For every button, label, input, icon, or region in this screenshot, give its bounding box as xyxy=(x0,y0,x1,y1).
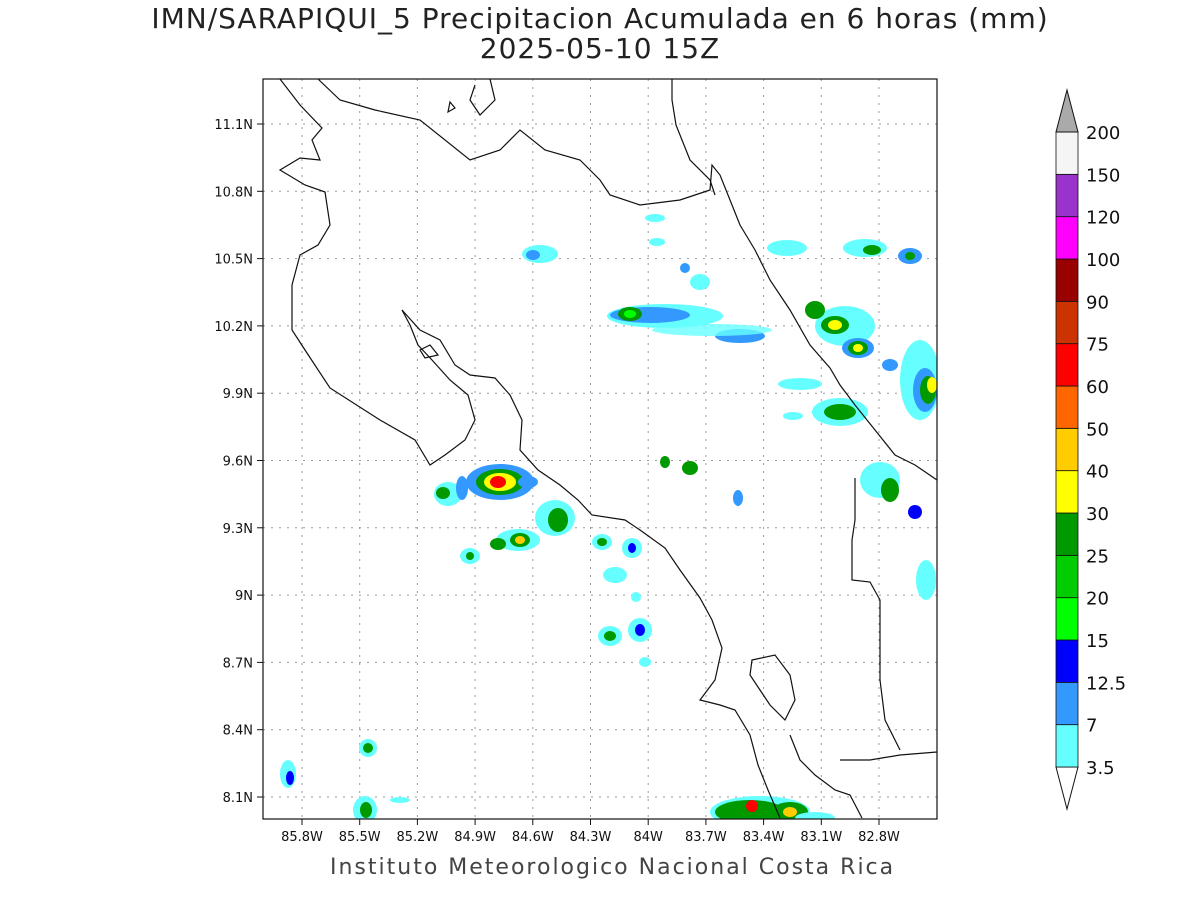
colorbar-swatch xyxy=(1055,300,1079,345)
colorbar-under-arrow xyxy=(1055,766,1079,811)
colorbar-level-label: 150 xyxy=(1086,165,1120,186)
precip-cells-caribbean xyxy=(778,301,937,600)
latitude-tick-label: 8.1N xyxy=(223,791,253,806)
longitude-tick-label: 83.1W xyxy=(800,830,842,845)
colorbar-over-arrow xyxy=(1055,88,1079,133)
longitude-tick-label: 83.4W xyxy=(743,830,785,845)
precip-cells-central xyxy=(434,456,743,667)
colorbar-level-label: 7 xyxy=(1086,716,1097,737)
colorbar-swatch xyxy=(1055,173,1079,218)
colorbar-swatch xyxy=(1055,597,1079,641)
colorbar-level-label: 20 xyxy=(1086,589,1109,610)
longitude-tick-label: 84.6W xyxy=(512,830,554,845)
map-frame xyxy=(262,78,938,820)
latitude-tick-label: 10.2N xyxy=(214,320,253,335)
colorbar-swatch xyxy=(1055,343,1079,387)
colorbar-swatch xyxy=(1055,554,1079,599)
colorbar-swatch xyxy=(1055,724,1079,768)
longitude-tick-label: 85.8W xyxy=(281,830,323,845)
colorbar-swatch xyxy=(1055,131,1079,175)
colorbar-level-label: 30 xyxy=(1086,504,1109,525)
colorbar-level-label: 12.5 xyxy=(1086,673,1126,694)
longitude-tick-label: 82.8W xyxy=(858,830,900,845)
colorbar-level-label: 40 xyxy=(1086,462,1109,483)
latitude-tick-label: 10.8N xyxy=(214,185,253,200)
latitude-labels: 11.1N 10.8N 10.5N 10.2N 9.9N 9.6N 9.3N 9N 8.7N 8.… xyxy=(214,118,263,806)
latitude-tick-label: 9N xyxy=(235,589,253,604)
colorbar-swatch xyxy=(1055,681,1079,726)
colorbar-level-label: 3.5 xyxy=(1086,758,1115,779)
latitude-tick-label: 10.5N xyxy=(214,253,253,268)
colorbar-swatch xyxy=(1055,639,1079,683)
map-title: IMN/SARAPIQUI_5 Precipitacion Acumulada … xyxy=(151,2,1049,35)
colorbar-swatch xyxy=(1055,258,1079,302)
latitude-tick-label: 8.4N xyxy=(223,724,253,739)
longitude-tick-label: 84.3W xyxy=(570,830,612,845)
colorbar-legend: 3.5 7 12.5 15 20 25 30 40 50 60 75 90 100 120 150 200 xyxy=(1055,88,1126,811)
longitude-tick-label: 84W xyxy=(633,830,663,845)
colorbar-swatch xyxy=(1055,470,1079,514)
colorbar-swatch xyxy=(1055,385,1079,429)
colorbar-level-label: 120 xyxy=(1086,208,1120,229)
colorbar-level-label: 50 xyxy=(1086,419,1109,440)
map-gridlines xyxy=(263,79,937,819)
colorbar-swatch xyxy=(1055,427,1079,472)
precipitation-field xyxy=(280,214,937,819)
longitude-labels: 85.8W 85.5W 85.2W 84.9W 84.6W 84.3W 84W 83.7W 83… xyxy=(281,819,900,845)
colorbar-level-label: 200 xyxy=(1086,123,1120,144)
latitude-tick-label: 9.6N xyxy=(223,455,253,470)
footer-credit: Instituto Meteorologico Nacional Costa R… xyxy=(330,855,896,880)
coastlines xyxy=(278,79,937,819)
latitude-tick-label: 9.3N xyxy=(223,522,253,537)
colorbar-swatch xyxy=(1055,216,1079,260)
latitude-tick-label: 9.9N xyxy=(223,387,253,402)
latitude-tick-label: 11.1N xyxy=(214,118,253,133)
colorbar-level-label: 90 xyxy=(1086,292,1109,313)
longitude-tick-label: 83.7W xyxy=(685,830,727,845)
longitude-tick-label: 85.2W xyxy=(396,830,438,845)
precip-cells-south xyxy=(280,739,835,819)
colorbar-level-label: 100 xyxy=(1086,250,1120,271)
colorbar-level-label: 25 xyxy=(1086,546,1109,567)
latitude-tick-label: 8.7N xyxy=(223,656,253,671)
colorbar-level-label: 15 xyxy=(1086,631,1109,652)
colorbar-swatch xyxy=(1055,512,1079,556)
colorbar-level-label: 75 xyxy=(1086,335,1109,356)
colorbar-level-label: 60 xyxy=(1086,377,1109,398)
map-subtitle: 2025-05-10 15Z xyxy=(479,32,721,65)
precip-band-north xyxy=(522,214,922,343)
longitude-tick-label: 85.5W xyxy=(339,830,381,845)
longitude-tick-label: 84.9W xyxy=(454,830,496,845)
